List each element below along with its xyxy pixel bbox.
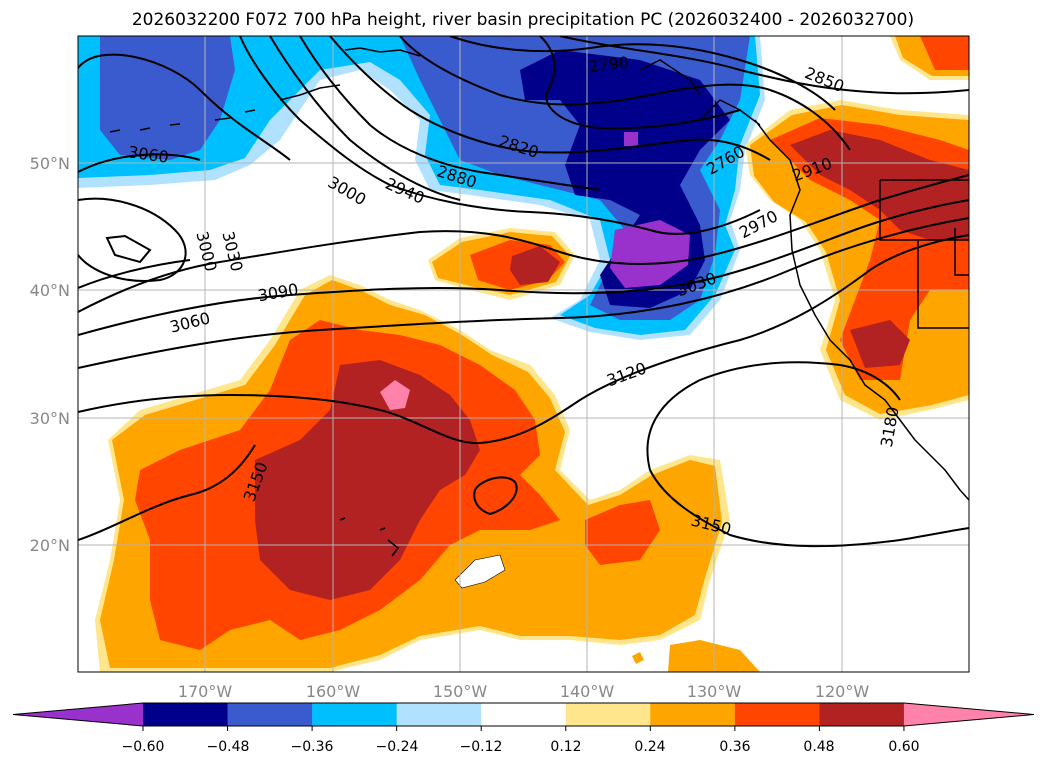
graticule xyxy=(78,36,969,672)
colorbar-label: −0.36 xyxy=(291,739,334,755)
lat-tick-label: 30°N xyxy=(30,409,70,428)
lon-tick-label: 120°W xyxy=(815,682,870,701)
lon-tick-labels: 170°W 160°W 150°W 140°W 130°W 120°W xyxy=(178,682,870,701)
state-borders xyxy=(879,180,969,328)
fill-region-neg-060 xyxy=(610,132,690,288)
lat-tick-labels: 50°N 40°N 30°N 20°N xyxy=(30,154,70,555)
colorbar-segment xyxy=(396,703,482,726)
colorbar-segment xyxy=(734,703,820,726)
lon-tick-label: 150°W xyxy=(433,682,488,701)
lat-tick-label: 40°N xyxy=(30,281,70,300)
fill-region-pos-blob-048 xyxy=(510,246,560,285)
fill-region-pos-060 xyxy=(380,380,410,410)
colorbar-label: 0.12 xyxy=(550,739,581,755)
map-area: 2790 2850 2760 2820 3060 2880 2910 3000 … xyxy=(78,36,969,672)
colorbar-label: 0.60 xyxy=(888,739,919,755)
colorbar-label: −0.48 xyxy=(207,739,250,755)
map-frame xyxy=(77,35,970,673)
lat-tick-label: 50°N xyxy=(30,154,70,173)
height-contours xyxy=(78,36,969,548)
colorbar-label: 0.36 xyxy=(719,739,750,755)
colorbar-segment xyxy=(565,703,651,726)
lon-tick-label: 160°W xyxy=(306,682,361,701)
fill-region-gap xyxy=(454,554,506,589)
lon-tick-label: 130°W xyxy=(687,682,742,701)
colorbar-extend-max xyxy=(903,703,1034,726)
lat-tick-label: 20°N xyxy=(30,536,70,555)
colorbar: −0.60 −0.48 −0.36 −0.24 −0.12 0.12 0.24 … xyxy=(12,702,1034,755)
fill-region-south-dot xyxy=(632,652,644,664)
colorbar-segment xyxy=(481,703,567,726)
colorbar-segments xyxy=(12,702,1034,731)
colorbar-segment xyxy=(227,703,313,726)
colorbar-segment xyxy=(819,703,905,726)
colorbar-label: −0.60 xyxy=(122,739,165,755)
colorbar-segment xyxy=(312,703,398,726)
colorbar-extend-min xyxy=(13,703,143,726)
colorbar-segment xyxy=(143,703,229,726)
lon-tick-label: 140°W xyxy=(560,682,615,701)
colorbar-label: 0.24 xyxy=(634,739,665,755)
colorbar-segment xyxy=(650,703,736,726)
colorbar-labels: −0.60 −0.48 −0.36 −0.24 −0.12 0.12 0.24 … xyxy=(122,739,920,755)
fill-region-westcoast-048 xyxy=(790,130,969,368)
colorbar-label: −0.12 xyxy=(460,739,503,755)
fill-region-westcoast-036 xyxy=(770,36,969,380)
colorbar-label: 0.48 xyxy=(803,739,834,755)
contour-label: 2790 xyxy=(587,53,629,76)
lon-tick-label: 170°W xyxy=(178,682,233,701)
colorbar-label: −0.24 xyxy=(376,739,419,755)
figure-title: 2026032200 F072 700 hPa height, river ba… xyxy=(132,10,914,30)
fill-region-pos-048 xyxy=(255,360,480,600)
